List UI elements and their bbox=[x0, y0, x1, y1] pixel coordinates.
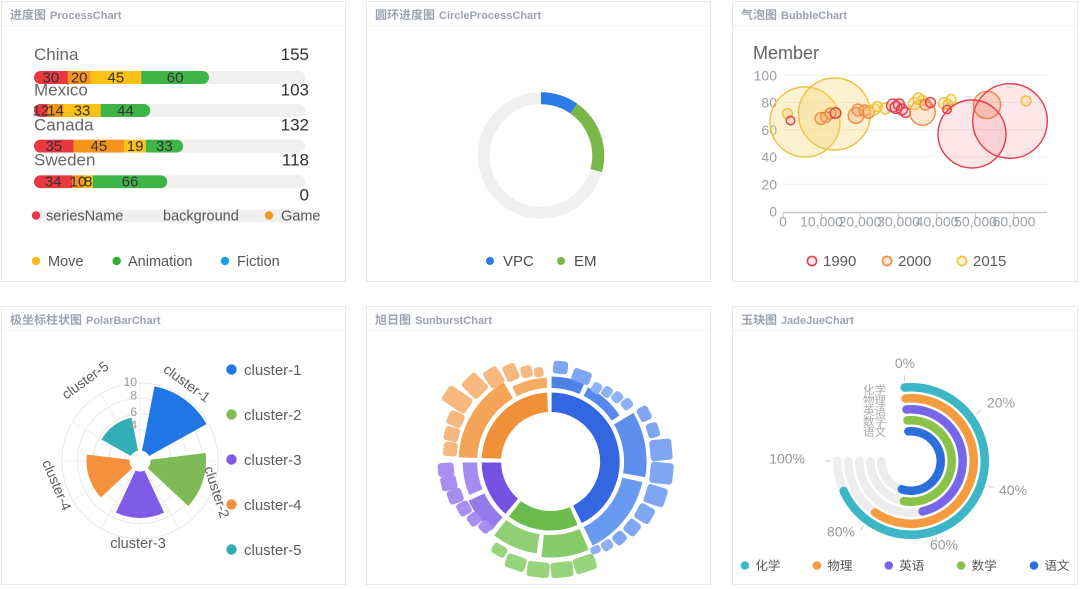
svg-text:80%: 80% bbox=[827, 524, 855, 540]
svg-text:ProcessChart: ProcessChart bbox=[50, 10, 122, 22]
svg-text:20,000: 20,000 bbox=[839, 214, 882, 230]
svg-text:Canada: Canada bbox=[34, 116, 94, 135]
svg-text:China: China bbox=[34, 45, 79, 64]
svg-text:100%: 100% bbox=[769, 451, 805, 467]
svg-text:cluster-5: cluster-5 bbox=[59, 358, 112, 403]
svg-text:20: 20 bbox=[71, 70, 88, 87]
svg-text:Animation: Animation bbox=[128, 254, 192, 270]
svg-text:60: 60 bbox=[761, 122, 777, 138]
svg-text:1990: 1990 bbox=[823, 253, 856, 270]
svg-text:0: 0 bbox=[779, 214, 787, 230]
svg-text:100: 100 bbox=[754, 67, 778, 83]
svg-text:cluster-3: cluster-3 bbox=[110, 536, 166, 552]
svg-text:4: 4 bbox=[130, 418, 137, 432]
svg-text:VPC: VPC bbox=[503, 253, 534, 270]
svg-text:30: 30 bbox=[43, 70, 60, 87]
svg-text:33: 33 bbox=[74, 103, 91, 120]
svg-text:0%: 0% bbox=[895, 355, 915, 371]
svg-text:2015: 2015 bbox=[973, 253, 1006, 270]
svg-text:EM: EM bbox=[574, 253, 597, 270]
svg-text:45: 45 bbox=[91, 138, 108, 155]
svg-text:CircleProcessChart: CircleProcessChart bbox=[439, 10, 541, 22]
svg-text:cluster-3: cluster-3 bbox=[244, 452, 302, 469]
svg-text:40%: 40% bbox=[999, 482, 1027, 498]
svg-text:132: 132 bbox=[281, 116, 309, 135]
svg-text:20%: 20% bbox=[987, 395, 1015, 411]
svg-text:Member: Member bbox=[753, 43, 819, 63]
svg-text:44: 44 bbox=[117, 103, 134, 120]
svg-text:45: 45 bbox=[108, 70, 125, 87]
svg-text:0: 0 bbox=[300, 186, 309, 205]
svg-text:33: 33 bbox=[156, 138, 173, 155]
svg-text:SunburstChart: SunburstChart bbox=[415, 315, 492, 327]
svg-text:12: 12 bbox=[32, 103, 49, 120]
svg-text:0: 0 bbox=[769, 204, 777, 220]
svg-text:8: 8 bbox=[84, 174, 92, 191]
svg-text:10: 10 bbox=[124, 375, 138, 389]
svg-text:Move: Move bbox=[48, 254, 83, 270]
svg-text:14: 14 bbox=[47, 103, 64, 120]
svg-text:10,000: 10,000 bbox=[800, 214, 843, 230]
svg-text:10: 10 bbox=[70, 174, 87, 191]
svg-text:60: 60 bbox=[167, 70, 184, 87]
svg-text:34: 34 bbox=[45, 174, 62, 191]
svg-text:BubbleChart: BubbleChart bbox=[781, 10, 847, 22]
svg-text:60,000: 60,000 bbox=[993, 214, 1036, 230]
svg-text:118: 118 bbox=[282, 151, 309, 170]
svg-text:Sweden: Sweden bbox=[34, 151, 95, 170]
svg-text:seriesName: seriesName bbox=[46, 209, 123, 225]
svg-text:cluster-4: cluster-4 bbox=[39, 457, 75, 513]
svg-text:50,000: 50,000 bbox=[954, 214, 997, 230]
svg-text:cluster-2: cluster-2 bbox=[201, 464, 233, 520]
svg-text:6: 6 bbox=[130, 405, 137, 419]
svg-text:8: 8 bbox=[130, 389, 137, 403]
svg-text:Game: Game bbox=[281, 209, 321, 225]
svg-text:155: 155 bbox=[281, 45, 309, 64]
svg-text:103: 103 bbox=[281, 81, 309, 100]
svg-text:Fiction: Fiction bbox=[237, 254, 280, 270]
svg-text:Mexico: Mexico bbox=[34, 81, 88, 100]
svg-text:cluster-4: cluster-4 bbox=[244, 497, 302, 514]
svg-text:cluster-5: cluster-5 bbox=[244, 542, 302, 559]
svg-text:30,000: 30,000 bbox=[877, 214, 920, 230]
svg-text:2000: 2000 bbox=[898, 253, 931, 270]
svg-text:PolarBarChart: PolarBarChart bbox=[86, 315, 161, 327]
svg-text:40,000: 40,000 bbox=[916, 214, 959, 230]
svg-text:cluster-2: cluster-2 bbox=[244, 407, 302, 424]
svg-text:20: 20 bbox=[761, 176, 777, 192]
svg-text:60%: 60% bbox=[930, 537, 958, 553]
svg-text:19: 19 bbox=[127, 138, 144, 155]
svg-text:JadeJueChart: JadeJueChart bbox=[781, 315, 854, 327]
svg-text:66: 66 bbox=[122, 174, 139, 191]
svg-text:cluster-1: cluster-1 bbox=[244, 362, 302, 379]
svg-text:35: 35 bbox=[45, 138, 62, 155]
svg-text:background: background bbox=[163, 209, 239, 225]
svg-text:40: 40 bbox=[761, 149, 777, 165]
